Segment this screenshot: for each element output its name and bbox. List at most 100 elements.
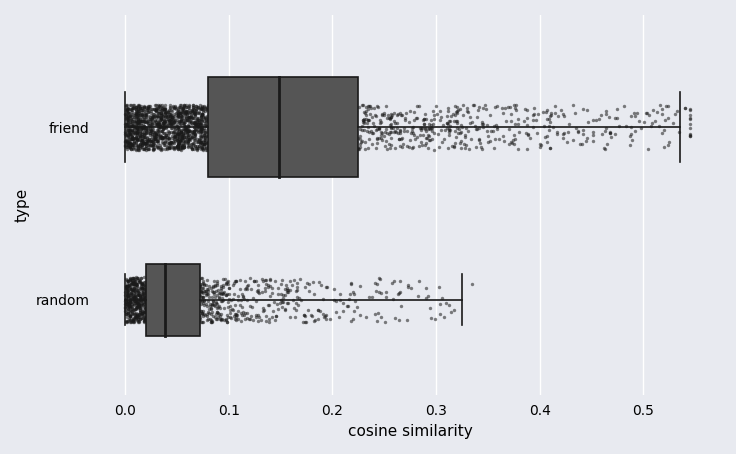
Point bbox=[160, 112, 172, 119]
Point bbox=[132, 298, 144, 305]
Point bbox=[138, 317, 150, 325]
Point bbox=[243, 145, 255, 152]
Point bbox=[133, 311, 145, 318]
Point bbox=[153, 302, 165, 309]
Point bbox=[188, 118, 200, 126]
Point bbox=[177, 135, 188, 142]
Point bbox=[174, 315, 185, 322]
Point bbox=[215, 142, 227, 149]
Point bbox=[147, 311, 159, 319]
Point bbox=[223, 295, 235, 302]
Point bbox=[247, 136, 258, 143]
Point bbox=[165, 128, 177, 136]
Point bbox=[272, 129, 284, 137]
Point bbox=[122, 118, 134, 125]
Point bbox=[420, 284, 432, 291]
Point bbox=[130, 134, 142, 141]
Point bbox=[205, 117, 216, 124]
Point bbox=[143, 295, 155, 302]
Point bbox=[229, 102, 241, 109]
Point bbox=[160, 113, 172, 120]
Point bbox=[633, 118, 645, 125]
Point bbox=[196, 103, 208, 110]
Point bbox=[256, 115, 268, 123]
Point bbox=[130, 130, 142, 138]
Point bbox=[150, 137, 162, 144]
Point bbox=[345, 120, 357, 127]
Point bbox=[119, 303, 131, 311]
Point bbox=[119, 297, 131, 304]
Point bbox=[593, 115, 605, 122]
Point bbox=[367, 120, 379, 127]
Point bbox=[313, 136, 325, 143]
Point bbox=[122, 108, 134, 115]
Point bbox=[656, 105, 668, 112]
Point bbox=[203, 121, 215, 128]
Point bbox=[191, 115, 202, 123]
Point bbox=[227, 313, 239, 320]
Point bbox=[169, 144, 181, 152]
Point bbox=[180, 114, 192, 122]
Point bbox=[250, 120, 262, 127]
Point bbox=[152, 298, 163, 305]
Point bbox=[163, 296, 174, 303]
Point bbox=[161, 143, 173, 151]
Point bbox=[168, 316, 180, 324]
Point bbox=[451, 107, 463, 114]
Point bbox=[187, 128, 199, 135]
Point bbox=[208, 283, 219, 291]
Point bbox=[244, 105, 256, 112]
Point bbox=[449, 127, 461, 134]
Point bbox=[128, 295, 140, 302]
Point bbox=[396, 111, 408, 118]
Point bbox=[166, 298, 178, 306]
Point bbox=[186, 107, 198, 114]
Point bbox=[418, 115, 430, 123]
Point bbox=[327, 134, 339, 142]
Point bbox=[158, 125, 169, 132]
Point bbox=[170, 278, 182, 286]
Point bbox=[368, 104, 380, 112]
Point bbox=[287, 104, 299, 111]
Point bbox=[277, 120, 289, 127]
Point bbox=[577, 105, 589, 112]
Point bbox=[212, 115, 224, 122]
Point bbox=[148, 135, 160, 143]
Point bbox=[215, 136, 227, 143]
Point bbox=[130, 294, 142, 301]
Point bbox=[131, 130, 143, 137]
Point bbox=[362, 116, 374, 123]
Point bbox=[341, 108, 353, 115]
Point bbox=[173, 133, 185, 141]
Point bbox=[128, 114, 140, 121]
Point bbox=[128, 318, 140, 325]
Point bbox=[169, 131, 181, 138]
Point bbox=[312, 135, 324, 142]
Point bbox=[282, 120, 294, 128]
Point bbox=[127, 139, 138, 147]
Point bbox=[272, 134, 283, 141]
Point bbox=[241, 314, 253, 321]
Point bbox=[199, 138, 210, 145]
Point bbox=[141, 115, 152, 122]
Point bbox=[187, 105, 199, 112]
Point bbox=[344, 291, 356, 298]
Point bbox=[315, 140, 327, 147]
Point bbox=[186, 284, 198, 291]
Point bbox=[252, 127, 263, 134]
Point bbox=[149, 132, 161, 139]
Point bbox=[195, 143, 207, 150]
Point bbox=[161, 311, 173, 318]
Point bbox=[426, 136, 438, 143]
Point bbox=[123, 300, 135, 307]
Point bbox=[168, 290, 180, 297]
Point bbox=[248, 112, 260, 119]
Point bbox=[144, 310, 155, 317]
Point bbox=[227, 295, 238, 302]
Point bbox=[132, 118, 144, 125]
Point bbox=[326, 143, 338, 151]
Point bbox=[157, 123, 169, 130]
Point bbox=[120, 105, 132, 112]
Point bbox=[135, 306, 146, 314]
Point bbox=[138, 305, 150, 312]
